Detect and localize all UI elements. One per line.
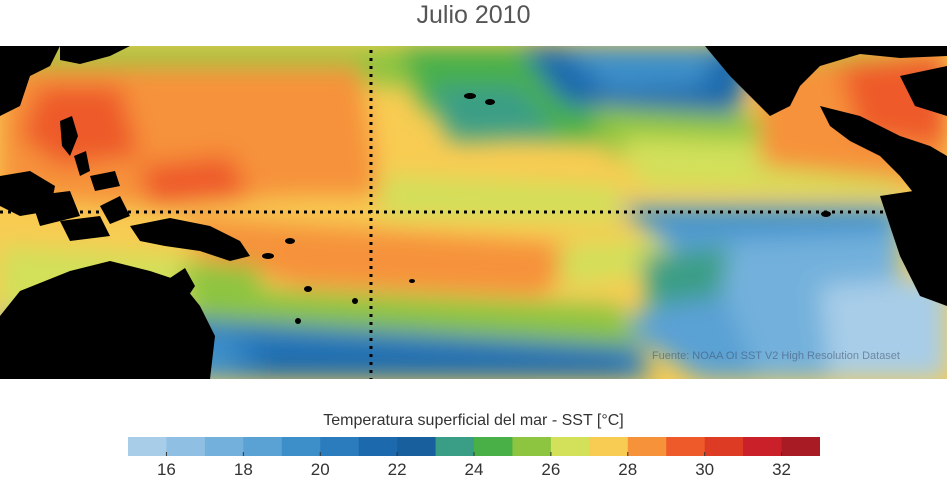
colorbar-tick-label: 28 [618,460,638,479]
colorbar-tick-label: 30 [695,460,715,479]
colorbar-swatch [589,437,629,456]
colorbar-tick-label: 18 [233,460,253,479]
colorbar-swatch [781,437,821,456]
colorbar [128,437,821,456]
landmasses [0,46,947,379]
colorbar-swatch [743,437,783,456]
colorbar-swatch [358,437,398,456]
colorbar-tick-label: 32 [772,460,792,479]
colorbar-tick-label: 16 [156,460,176,479]
colorbar-swatch [320,437,360,456]
colorbar-tick-label: 22 [387,460,407,479]
colorbar-tick-label: 24 [464,460,484,479]
colorbar-tick-label: 20 [310,460,330,479]
colorbar-swatch [204,437,244,456]
data-source-note: Fuente: NOAA OI SST V2 High Resolution D… [651,350,900,362]
colorbar-title: Temperatura superficial del mar - SST [°… [323,412,624,429]
colorbar-swatch [474,437,513,456]
colorbar-ticks: 16 18 20 22 24 26 28 30 32 [0,460,947,482]
reference-lines [0,50,947,379]
colorbar-swatch [397,437,437,456]
colorbar-swatch [243,437,283,456]
map-title: Julio 2010 [416,1,531,29]
sst-map [0,46,947,379]
colorbar-swatch [435,437,475,456]
colorbar-swatch [512,437,552,456]
colorbar-swatch [281,437,321,456]
colorbar-tick-label: 26 [541,460,561,479]
colorbar-swatch [627,437,667,456]
colorbar-swatch [128,437,167,456]
colorbar-swatch [166,437,206,456]
colorbar-swatch [550,437,590,456]
colorbar-swatch [704,437,744,456]
colorbar-swatch [666,437,706,456]
